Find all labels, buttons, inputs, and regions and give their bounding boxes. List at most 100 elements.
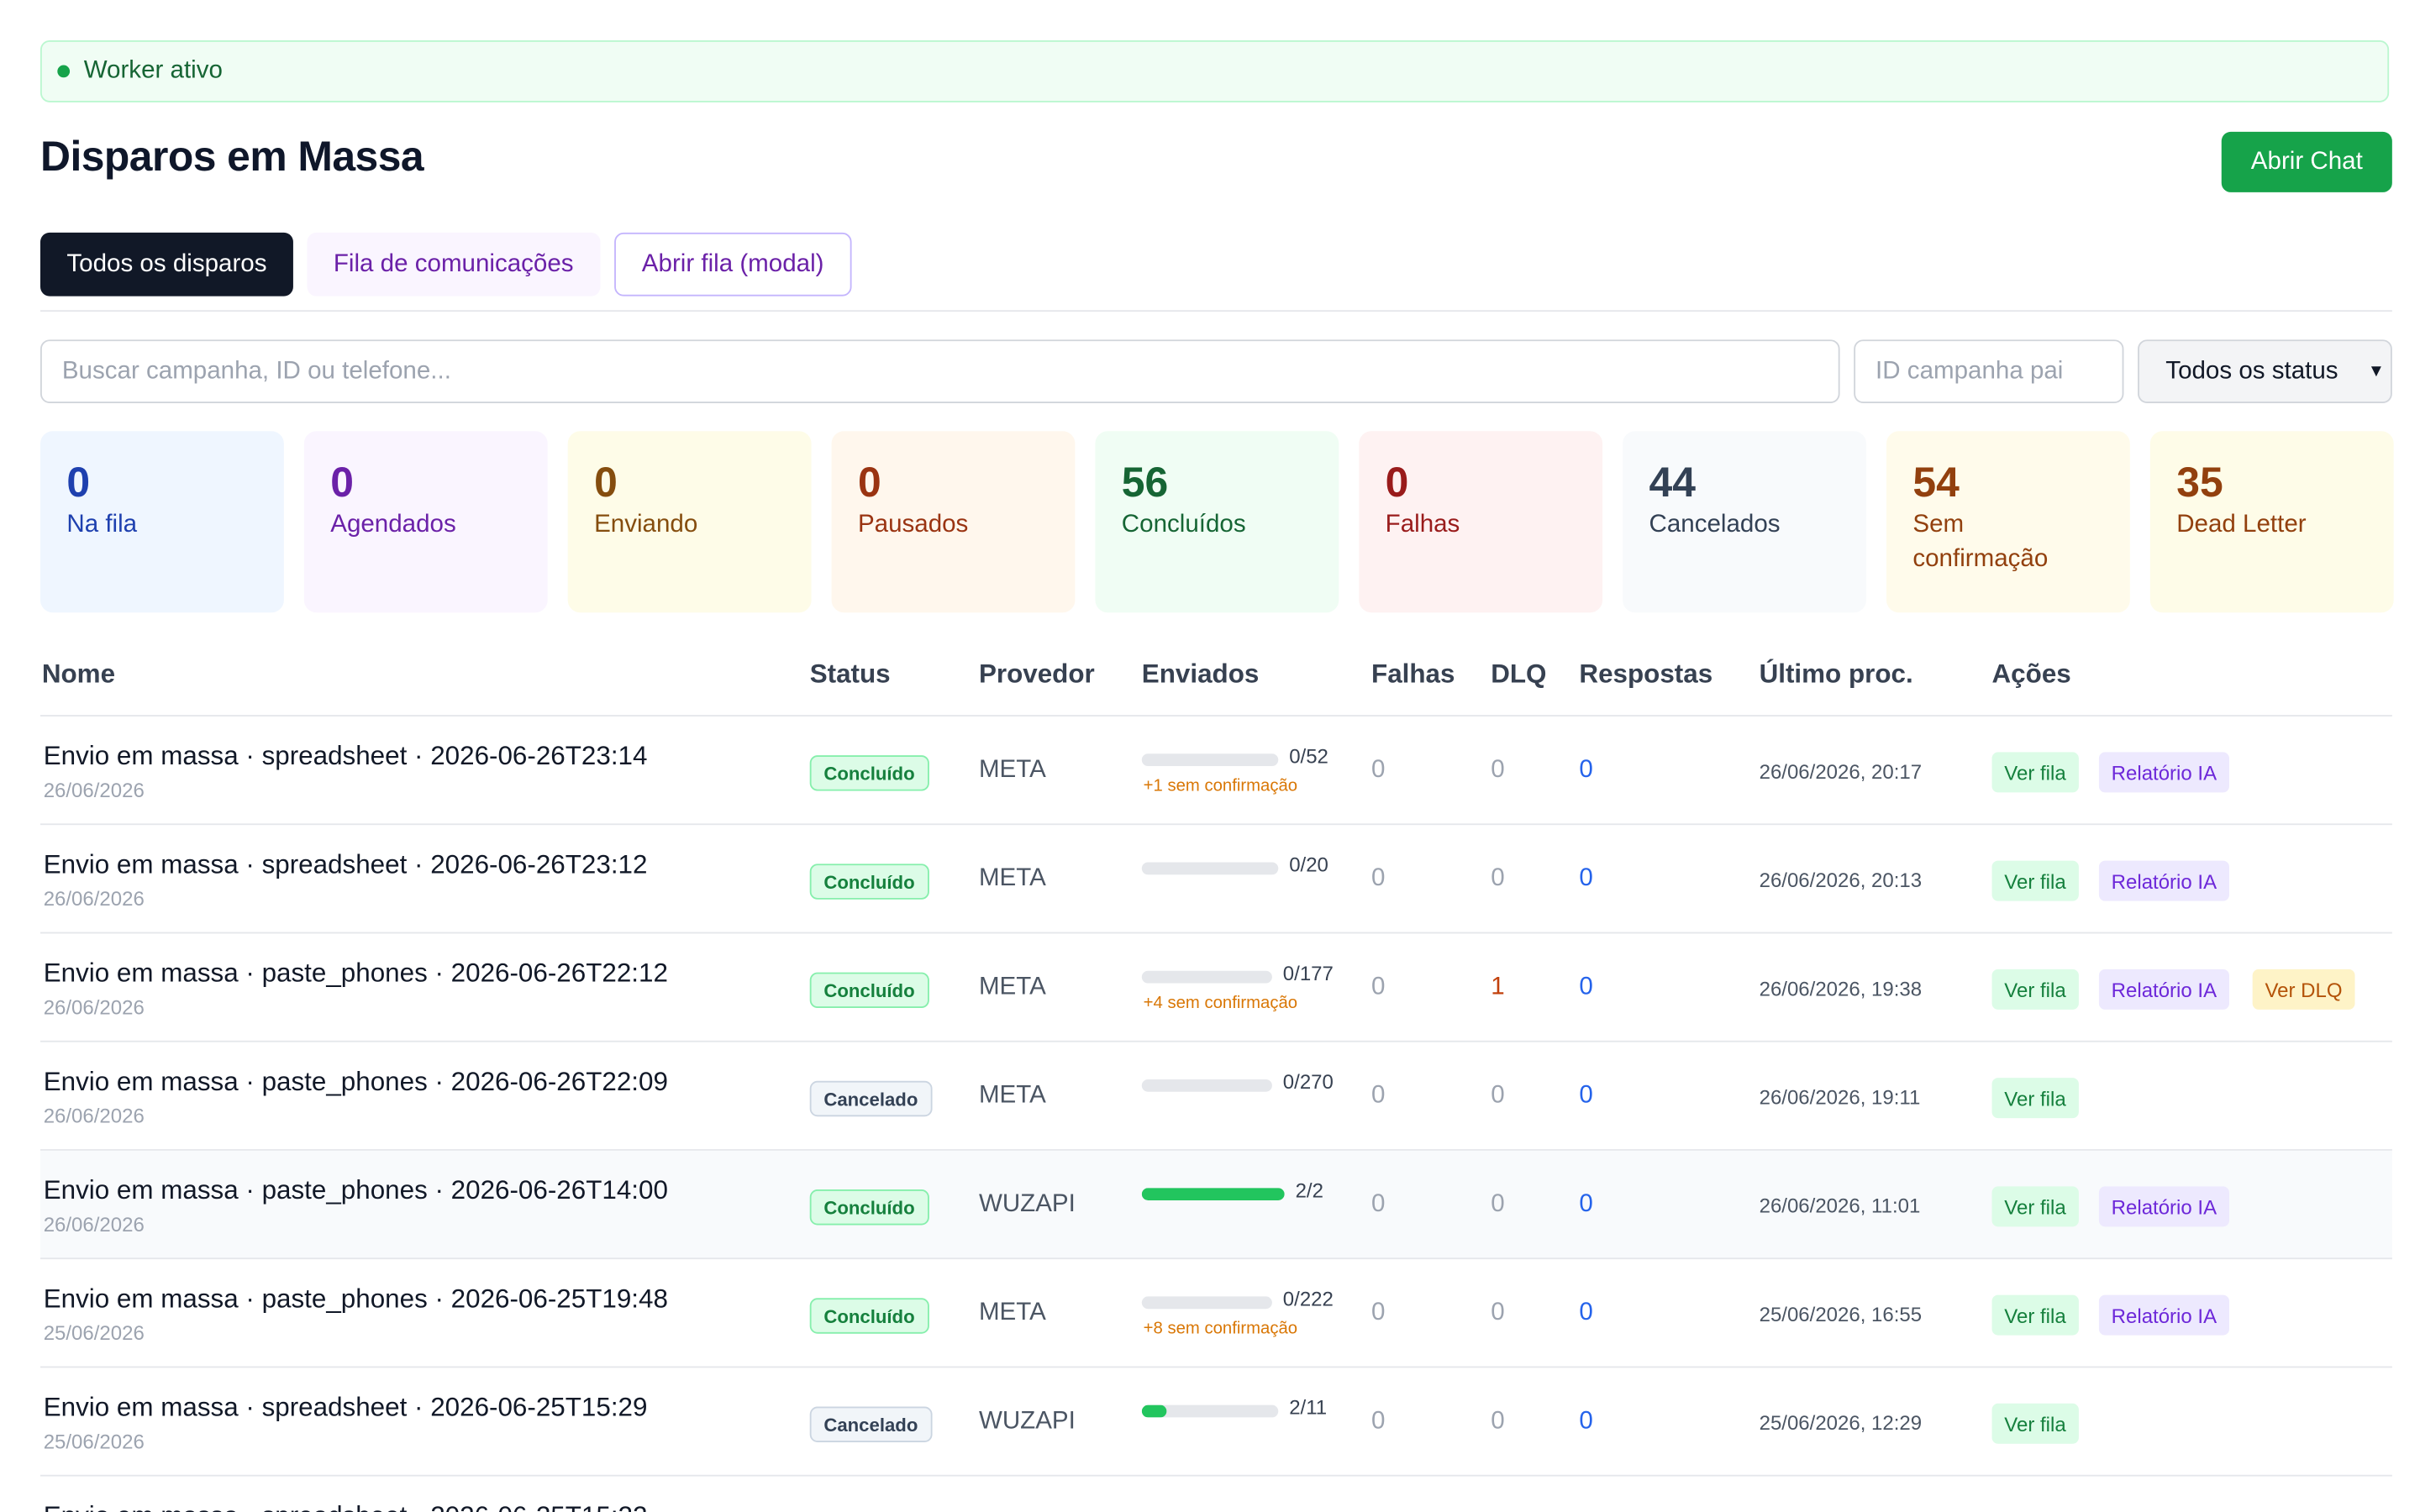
view-queue-button[interactable]: Ver fila [1991,1186,2079,1227]
campaign-name[interactable]: Envio em massa · paste_phones · 2026-06-… [43,958,668,989]
status-badge: Cancelado [809,1406,932,1442]
replies-cell[interactable]: 0 [1579,1190,1593,1218]
table-row[interactable]: Envio em massa · paste_phones · 2026-06-… [40,1150,2392,1260]
stat-value: 54 [1912,459,1960,506]
last-processed-cell: 26/06/2026, 11:01 [1759,1194,1921,1218]
table-row[interactable]: Envio em massa · spreadsheet · 2026-06-2… [40,825,2392,934]
ai-report-button[interactable]: Relatório IA [2098,860,2229,901]
failures-cell: 0 [1371,756,1386,784]
table-row[interactable]: Envio em massa · spreadsheet · 2026-06-2… [40,717,2392,826]
sent-progress-bar [1141,1079,1272,1092]
campaign-name[interactable]: Envio em massa · paste_phones · 2026-06-… [43,1284,668,1314]
failures-cell: 0 [1371,1190,1386,1218]
ai-report-button[interactable]: Relatório IA [2098,1186,2229,1227]
replies-cell[interactable]: 0 [1579,865,1593,892]
dlq-cell: 0 [1491,1408,1505,1435]
failures-cell: 0 [1371,1408,1386,1435]
replies-cell[interactable]: 0 [1579,1299,1593,1326]
col-replies: Respostas [1579,659,1713,689]
provider-cell: META [978,1299,1046,1326]
campaign-date: 26/06/2026 [43,887,145,911]
open-chat-button[interactable]: Abrir Chat [2221,131,2392,192]
search-input[interactable] [40,339,1840,404]
stat-card[interactable]: 56 Concluídos [1095,431,1339,613]
chevron-down-icon: ▾ [2370,358,2381,382]
provider-cell: META [978,865,1046,892]
campaign-name[interactable]: Envio em massa · paste_phones · 2026-06-… [43,1067,668,1097]
col-dlq: DLQ [1491,659,1547,689]
view-queue-button[interactable]: Ver fila [1991,752,2079,793]
stats-cards: 0 Na fila 0 Agendados 0 Enviando 0 Pausados 56 Co… [40,431,2394,613]
status-filter-value: Todos os status [2165,357,2338,384]
replies-cell[interactable]: 0 [1579,1408,1593,1435]
last-processed-cell: 25/06/2026, 16:55 [1759,1302,1923,1326]
campaign-name[interactable]: Envio em massa · spreadsheet · 2026-06-2… [44,1501,648,1512]
col-provider: Provedor [978,659,1095,689]
dlq-cell: 0 [1491,1190,1505,1218]
table-row[interactable]: Envio em massa · paste_phones · 2026-06-… [40,1259,2392,1368]
open-queue-modal-button[interactable]: Abrir fila (modal) [613,232,852,297]
stat-card[interactable]: 44 Cancelados [1623,431,1866,613]
stat-label: Na fila [66,512,138,538]
dlq-cell: 0 [1491,756,1505,784]
sent-count: 0/177 [1282,961,1334,985]
stat-card[interactable]: 0 Falhas [1359,431,1603,613]
dlq-cell: 1 [1491,974,1505,1000]
status-badge: Concluído [809,864,929,900]
view-dlq-button[interactable]: Ver DLQ [2252,969,2355,1010]
parent-campaign-id-input[interactable] [1854,339,2124,404]
col-actions: Ações [1991,659,2071,689]
campaign-date: 26/06/2026 [43,1212,145,1236]
campaign-name[interactable]: Envio em massa · paste_phones · 2026-06-… [43,1175,668,1205]
campaign-name[interactable]: Envio em massa · spreadsheet · 2026-06-2… [43,1392,648,1422]
sent-progress-bar [1141,753,1279,767]
stat-card[interactable]: 0 Pausados [831,431,1076,613]
tab-all-dispatches[interactable]: Todos os disparos [40,232,293,297]
sent-count: 0/20 [1289,853,1328,877]
stat-card[interactable]: 0 Na fila [40,431,284,613]
col-name: Nome [41,659,116,689]
tab-communications-queue[interactable]: Fila de comunicações [307,232,600,297]
dlq-cell: 0 [1491,865,1505,892]
replies-cell[interactable]: 0 [1579,756,1593,784]
table-header: Nome Status Provedor Enviados Falhas DLQ… [40,651,2392,717]
ai-report-button[interactable]: Relatório IA [2098,1294,2229,1336]
sent-progress-bar [1141,1404,1279,1418]
last-processed-cell: 25/06/2026, 12:29 [1759,1411,1923,1435]
status-badge: Concluído [809,972,929,1009]
unconfirmed-count: +8 sem confirmação [1143,1320,1298,1339]
unconfirmed-count: +4 sem confirmação [1143,994,1298,1013]
sent-count: 2/2 [1295,1179,1323,1202]
view-queue-button[interactable]: Ver fila [1991,1403,2079,1444]
campaign-date: 26/06/2026 [43,1104,145,1128]
table-row[interactable]: Envio em massa · paste_phones · 2026-06-… [40,933,2392,1042]
last-processed-cell: 26/06/2026, 20:17 [1759,759,1923,784]
failures-cell: 0 [1371,1082,1386,1110]
dlq-cell: 0 [1491,1082,1505,1110]
view-queue-button[interactable]: Ver fila [1991,1294,2079,1336]
view-queue-button[interactable]: Ver fila [1991,860,2079,901]
replies-cell[interactable]: 0 [1579,974,1593,1000]
ai-report-button[interactable]: Relatório IA [2098,969,2229,1010]
campaign-name[interactable]: Envio em massa · spreadsheet · 2026-06-2… [43,741,648,771]
table-row[interactable]: Envio em massa · spreadsheet · 2026-06-2… [40,1368,2392,1477]
table-row[interactable]: Envio em massa · paste_phones · 2026-06-… [40,1042,2392,1151]
view-queue-button[interactable]: Ver fila [1991,969,2079,1010]
stat-card[interactable]: 0 Agendados [303,431,548,613]
campaign-date: 25/06/2026 [43,1430,145,1453]
replies-cell[interactable]: 0 [1579,1082,1593,1110]
sent-count: 2/11 [1289,1395,1328,1420]
campaign-name[interactable]: Envio em massa · spreadsheet · 2026-06-2… [43,849,648,879]
stat-card[interactable]: 0 Enviando [567,431,812,613]
sent-count: 0/52 [1289,744,1328,768]
stat-label: Pausados [857,512,969,538]
col-sent: Enviados [1141,659,1260,689]
view-queue-button[interactable]: Ver fila [1991,1078,2079,1119]
status-filter-select[interactable]: Todos os status ▾ [2138,339,2392,404]
sent-progress-fill [1141,1188,1285,1200]
stat-card[interactable]: 54 Sem confirmação [1886,431,2130,613]
ai-report-button[interactable]: Relatório IA [2098,752,2229,793]
table-row[interactable]: Envio em massa · spreadsheet · 2026-06-2… [40,1477,2392,1512]
stat-card[interactable]: 35 Dead Letter [2149,431,2394,613]
